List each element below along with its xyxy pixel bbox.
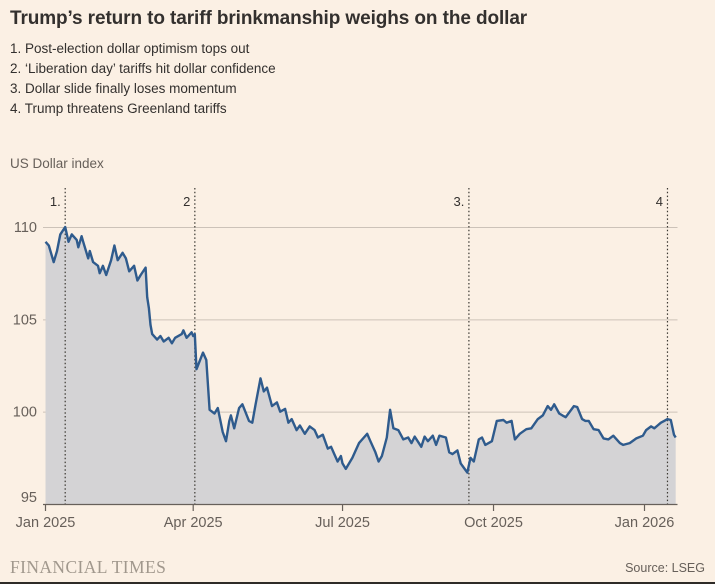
annotation-text: ‘Liberation day’ tariffs hit dollar conf… bbox=[25, 61, 276, 76]
event-marker-label: 4 bbox=[656, 194, 663, 209]
x-axis-label: Oct 2025 bbox=[464, 515, 523, 531]
event-marker-label: 1. bbox=[50, 194, 61, 209]
annotation-text: Trump threatens Greenland tariffs bbox=[24, 101, 227, 116]
y-axis-title: US Dollar index bbox=[10, 156, 104, 171]
annotation-number: 3. bbox=[10, 81, 22, 96]
bottom-border bbox=[0, 582, 715, 584]
y-axis-label: 100 bbox=[13, 405, 37, 421]
y-axis-label: 95 bbox=[21, 490, 37, 506]
annotation-item-1: 1. Post-election dollar optimism tops ou… bbox=[10, 39, 276, 59]
x-axis-label: Apr 2025 bbox=[164, 515, 223, 531]
annotation-item-4: 4. Trump threatens Greenland tariffs bbox=[10, 99, 276, 119]
annotation-number: 4. bbox=[10, 101, 22, 116]
dollar-index-chart: 95 100 105 110 1. 2 3. 4 Jan 2025 Apr 2025 Jul 202… bbox=[13, 188, 678, 531]
event-marker-label: 3. bbox=[454, 194, 465, 209]
x-axis-label: Jan 2025 bbox=[16, 515, 76, 531]
ft-logo-text: FINANCIAL TIMES bbox=[10, 557, 167, 577]
x-axis-label: Jan 2026 bbox=[615, 515, 675, 531]
y-axis-label: 110 bbox=[14, 220, 37, 236]
annotation-number: 2. bbox=[10, 61, 22, 76]
annotation-number: 1. bbox=[10, 41, 22, 56]
x-axis-label: Jul 2025 bbox=[315, 515, 370, 531]
annotation-list: 1. Post-election dollar optimism tops ou… bbox=[10, 39, 276, 119]
annotation-text: Post-election dollar optimism tops out bbox=[25, 41, 250, 56]
series-area bbox=[45, 227, 676, 504]
event-marker-label: 2 bbox=[183, 194, 190, 209]
chart-title: Trump’s return to tariff brinkmanship we… bbox=[10, 8, 528, 29]
annotation-item-3: 3. Dollar slide finally loses momentum bbox=[10, 79, 276, 99]
source-label: Source: LSEG bbox=[625, 561, 705, 575]
y-axis-label: 105 bbox=[13, 312, 37, 328]
annotation-text: Dollar slide finally loses momentum bbox=[25, 81, 237, 96]
annotation-item-2: 2. ‘Liberation day’ tariffs hit dollar c… bbox=[10, 59, 276, 79]
series-line bbox=[44, 225, 677, 474]
